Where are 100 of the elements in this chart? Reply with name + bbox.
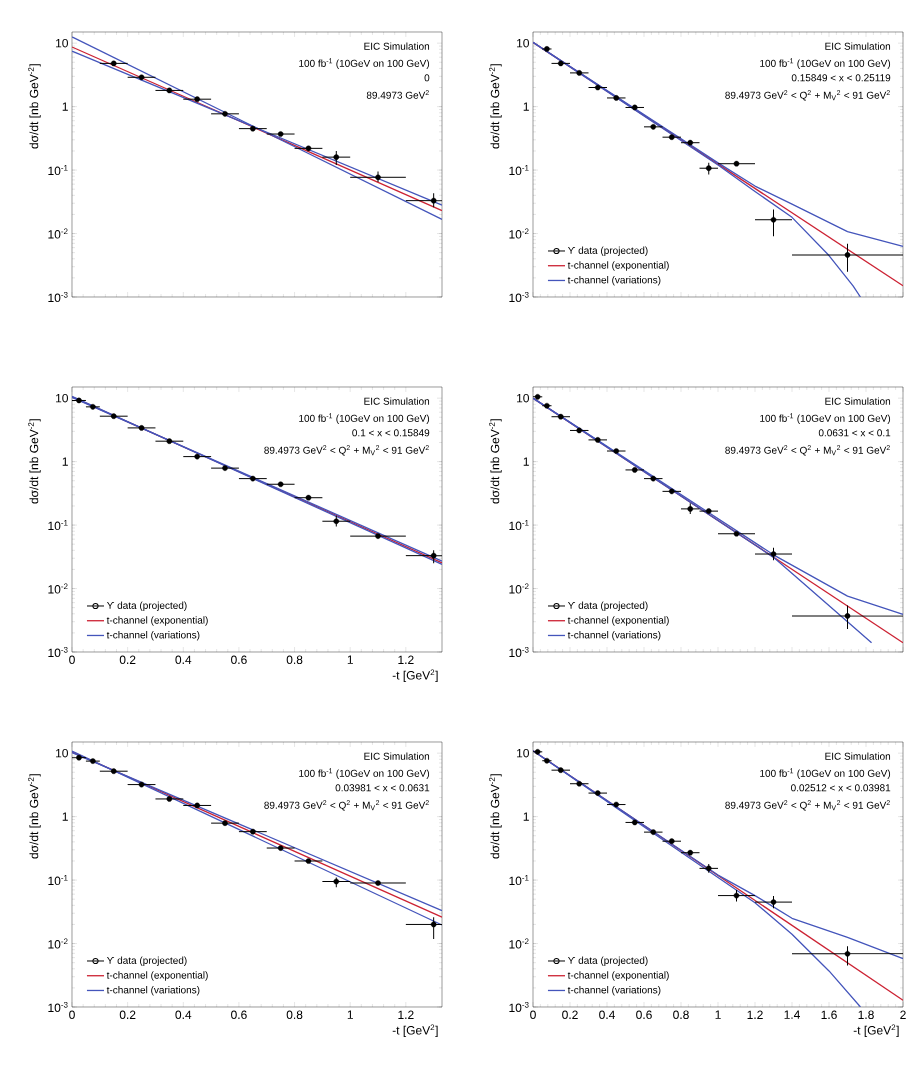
annotation: 100 fb$^{-1}$ (10GeV on 100 GeV) [760,413,891,424]
legend-label: t-channel (variations) [567,986,661,996]
legend-label: t-channel (exponential) [106,616,208,626]
annotation: EIC Simulation [364,397,430,405]
x-tick-label: 1.6 [821,1010,837,1020]
legend-label: t-channel (exponential) [567,261,669,271]
annotation: EIC Simulation [825,42,891,50]
y-axis-title: dσ/dt [nb GeV$^{-2}$] [28,774,41,859]
x-tick-label: 0.2 [562,1010,578,1020]
text: 89.4973 GeV$^{2}$ < Q$^{2}$ + M$_{V}$$^{2}$ < 91 GeV$^{2}$ [725,445,890,456]
y-tick-label: 10$^{-3}$ [509,646,529,658]
annotation: 100 fb$^{-1}$ (10GeV on 100 GeV) [760,768,891,779]
y-tick-label: 10$^{-2}$ [509,938,529,949]
y-tick-label: 1 [62,457,68,466]
y-tick-label: 10 [517,38,530,48]
annotation: EIC Simulation [364,752,430,760]
annotation: 0.15849 < x < 0.25119 [791,74,891,82]
y-tick-label: 1 [62,102,68,111]
x-tick-label: 0.4 [599,1010,615,1020]
annotation: 100 fb$^{-1}$ (10GeV on 100 GeV) [299,413,430,424]
x-tick-label: 0.4 [175,1010,192,1020]
text: 89.4973 GeV$^{2}$ < Q$^{2}$ + M$_{V}$$^{2}$ < 91 GeV$^{2}$ [264,800,429,811]
annotation: 100 fb$^{-1}$ (10GeV on 100 GeV) [299,58,430,69]
y-axis-title: dσ/dt [nb GeV$^{-2}$] [489,64,502,149]
x-tick-label: 2 [900,1010,906,1019]
y-axis-title: dσ/dt [nb GeV$^{-2}$] [489,774,502,859]
annotation: EIC Simulation [825,397,891,405]
y-tick-label: 10 [517,393,530,403]
annotation: EIC Simulation [825,752,891,760]
x-tick-label: 1 [715,1010,721,1019]
y-tick-label: 10 [517,748,530,758]
legend-label: t-channel (exponential) [106,971,208,981]
annotation: 89.4973 GeV$^{2}$ [366,90,429,99]
x-tick-label: 0.2 [119,655,136,665]
text: 89.4973 GeV$^{2}$ < Q$^{2}$ + M$_{V}$$^{2}$ < 91 GeV$^{2}$ [725,800,890,811]
text: 89.4973 GeV$^{2}$ < Q$^{2}$ + M$_{V}$$^{2}$ < 91 GeV$^{2}$ [264,445,429,456]
y-tick-label: 1 [523,102,529,111]
legend-label: ϒ data (projected) [567,246,648,256]
y-tick-label: 10$^{-3}$ [48,646,68,658]
y-tick-label: 10$^{-2}$ [509,228,529,239]
y-tick-label: 1 [62,812,68,821]
x-axis-title: -t [GeV$^{2}$] [392,1024,438,1037]
x-tick-label: 0 [69,655,75,665]
x-tick-label: 0 [69,1010,75,1020]
x-tick-label: 1.2 [398,1010,414,1019]
legend-label: ϒ data (projected) [567,601,648,611]
legend-label: t-channel (variations) [106,986,200,996]
y-tick-label: 10 [56,748,68,758]
x-tick-label: 0.8 [673,1010,689,1020]
y-tick-label: 10$^{-1}$ [509,165,529,176]
text: 89.4973 GeV$^{2}$ < Q$^{2}$ + M$_{V}$$^{2}$ < 91 GeV$^{2}$ [725,90,890,101]
y-tick-label: 1 [523,812,529,821]
y-tick-label: 10 [56,393,68,403]
legend-label: t-channel (variations) [106,631,200,641]
x-tick-label: 0.2 [119,1010,136,1020]
annotation: 100 fb$^{-1}$ (10GeV on 100 GeV) [760,58,891,69]
y-tick-label: 10$^{-3}$ [509,291,529,303]
y-tick-label: 10$^{-2}$ [48,938,68,949]
annotation: 0.03981 < x < 0.0631 [335,784,430,792]
legend-label: ϒ data (projected) [106,601,187,611]
x-tick-label: 0.8 [286,655,303,665]
annotation: EIC Simulation [364,42,430,50]
x-tick-label: 1.8 [858,1010,874,1020]
y-tick-label: 10$^{-1}$ [509,520,529,531]
annotation: 0 [424,74,430,82]
y-tick-label: 10$^{-3}$ [509,1001,529,1013]
x-tick-label: 1 [347,655,353,664]
y-tick-label: 10$^{-3}$ [48,291,68,303]
annotation: 0.1 < x < 0.15849 [352,429,430,437]
legend-label: t-channel (exponential) [567,616,669,626]
y-axis-title: dσ/dt [nb GeV$^{-2}$] [28,64,41,149]
x-tick-label: 1.2 [747,1010,763,1019]
x-tick-label: 0.6 [231,1010,247,1020]
annotation: 0.0631 < x < 0.1 [818,429,891,437]
legend-label: ϒ data (projected) [106,956,187,966]
y-tick-label: 10$^{-1}$ [509,875,529,886]
y-tick-label: 10$^{-2}$ [48,583,68,594]
x-tick-label: 1 [347,1010,353,1019]
x-tick-label: 0.4 [175,655,192,665]
y-tick-label: 10$^{-2}$ [509,583,529,594]
annotation: 0.02512 < x < 0.03981 [791,784,891,792]
x-axis-title: -t [GeV$^{2}$] [392,669,438,682]
y-tick-label: 10 [56,38,68,48]
legend-label: ϒ data (projected) [567,956,648,966]
y-tick-label: 10$^{-3}$ [48,1001,68,1013]
x-tick-label: 0.6 [231,655,247,665]
annotation: 100 fb$^{-1}$ (10GeV on 100 GeV) [299,768,430,779]
x-tick-label: 1.4 [784,1010,800,1019]
y-tick-label: 10$^{-1}$ [48,165,68,176]
y-tick-label: 10$^{-1}$ [48,875,68,886]
y-axis-title: dσ/dt [nb GeV$^{-2}$] [489,419,502,504]
x-tick-label: 1.2 [398,655,414,664]
legend-label: t-channel (exponential) [567,971,669,981]
x-tick-label: 0 [530,1010,536,1020]
x-axis-title: -t [GeV$^{2}$] [853,1024,899,1037]
x-tick-label: 0.6 [636,1010,652,1020]
x-tick-label: 0.8 [286,1010,303,1020]
y-tick-label: 10$^{-1}$ [48,520,68,531]
y-axis-title: dσ/dt [nb GeV$^{-2}$] [28,419,41,504]
legend-label: t-channel (variations) [567,276,661,286]
